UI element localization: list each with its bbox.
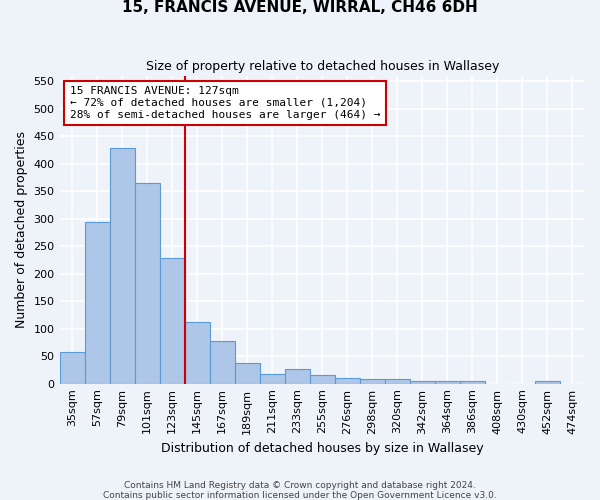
Title: Size of property relative to detached houses in Wallasey: Size of property relative to detached ho… bbox=[146, 60, 499, 73]
Bar bbox=[160, 258, 185, 384]
Bar bbox=[410, 382, 435, 384]
Bar bbox=[110, 148, 134, 384]
Bar bbox=[260, 374, 285, 384]
Bar bbox=[185, 322, 209, 384]
Text: Contains HM Land Registry data © Crown copyright and database right 2024.
Contai: Contains HM Land Registry data © Crown c… bbox=[103, 480, 497, 500]
Bar bbox=[285, 369, 310, 384]
X-axis label: Distribution of detached houses by size in Wallasey: Distribution of detached houses by size … bbox=[161, 442, 484, 455]
Bar bbox=[360, 378, 385, 384]
Bar bbox=[435, 381, 460, 384]
Bar bbox=[209, 342, 235, 384]
Bar bbox=[310, 375, 335, 384]
Bar bbox=[460, 381, 485, 384]
Bar bbox=[85, 222, 110, 384]
Bar bbox=[535, 382, 560, 384]
Y-axis label: Number of detached properties: Number of detached properties bbox=[15, 131, 28, 328]
Bar bbox=[134, 183, 160, 384]
Bar bbox=[59, 352, 85, 384]
Bar bbox=[235, 363, 260, 384]
Text: 15 FRANCIS AVENUE: 127sqm
← 72% of detached houses are smaller (1,204)
28% of se: 15 FRANCIS AVENUE: 127sqm ← 72% of detac… bbox=[70, 86, 380, 120]
Text: 15, FRANCIS AVENUE, WIRRAL, CH46 6DH: 15, FRANCIS AVENUE, WIRRAL, CH46 6DH bbox=[122, 0, 478, 15]
Bar bbox=[385, 380, 410, 384]
Bar bbox=[335, 378, 360, 384]
